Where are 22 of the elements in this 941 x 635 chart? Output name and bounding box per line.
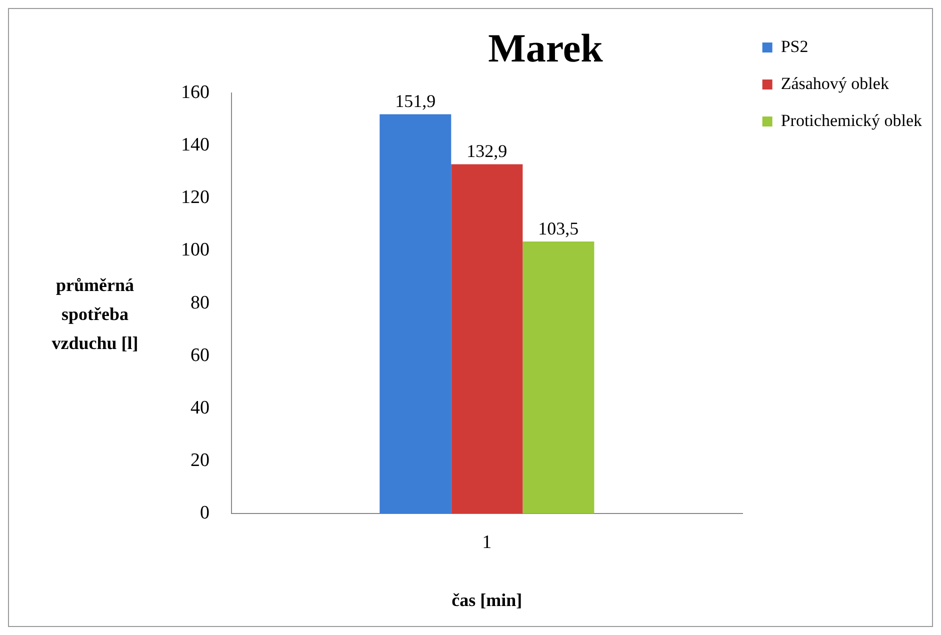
chart-title: Marek [488,25,604,70]
bar [522,242,594,514]
x-axis-title: čas [min] [452,590,522,610]
y-tick-label: 140 [181,134,210,156]
x-tick-label: 1 [482,532,492,553]
y-tick-label: 80 [190,292,210,314]
y-axis-title: průměrná spotřeba vzduchu [l] [50,274,140,355]
data-label: 132,9 [466,140,508,161]
y-tick-label: 60 [190,344,210,366]
legend-label: Zásahový oblek [780,74,890,93]
bar [451,164,523,514]
y-tick-label: 120 [181,187,210,208]
y-tick-label: 0 [200,502,210,524]
legend-label: Protichemický oblek [780,110,922,130]
y-tick-label: 40 [190,397,210,418]
data-label: 103,5 [538,218,579,238]
legend-label: PS2 [780,36,808,56]
data-label: 151,9 [395,91,436,112]
bar [380,114,452,514]
y-tick-label: 100 [181,240,210,261]
y-tick-label: 160 [181,82,210,103]
y-tick-label: 20 [190,450,210,472]
